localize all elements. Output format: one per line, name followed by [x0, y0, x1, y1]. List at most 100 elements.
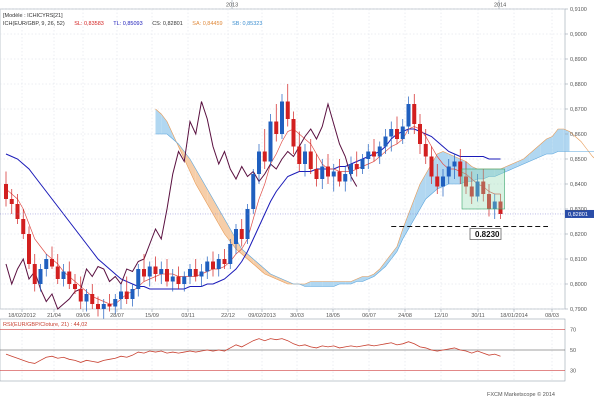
price-tag: 0,82801	[568, 212, 588, 218]
cloud-segment	[351, 279, 357, 284]
rsi-label: RSI(EUR/GBP/Cloture, 21) : 44,02	[3, 322, 87, 328]
rsi-indicator: 70 50 30	[0, 319, 576, 381]
header-sb: SB: 0,85323	[232, 21, 262, 27]
candle	[182, 271, 187, 292]
y-tick-label: 0,9000	[570, 32, 587, 38]
candle-body	[469, 186, 474, 197]
cloud-segment	[270, 274, 277, 279]
candle-body	[228, 244, 233, 264]
candle-body	[458, 161, 463, 177]
header-indicator: ICH(EUR/GBP, 9, 26, 52) SL: 0,83583 TL: …	[3, 21, 262, 27]
cloud-segment	[540, 139, 547, 157]
candle	[205, 256, 210, 279]
candle	[84, 289, 89, 312]
cloud-segment	[489, 169, 495, 177]
x-tick-label: 22/12	[221, 313, 235, 319]
candle-body	[124, 291, 129, 299]
x-tick-label: 06/07	[362, 313, 376, 319]
candle-body	[153, 266, 158, 274]
candle-body	[383, 136, 388, 147]
candle-body	[349, 164, 353, 174]
cloud-segment	[184, 151, 190, 172]
candle	[165, 259, 169, 287]
y-tick-label: 0,8000	[570, 282, 587, 288]
candle-body	[199, 271, 204, 277]
header-cs: CS: 0,82801	[152, 21, 183, 27]
candle	[251, 169, 256, 214]
x-tick-label: 18/01/2014	[500, 313, 528, 319]
candle-body	[406, 104, 411, 127]
y-tick-label: 0,8300	[570, 207, 587, 213]
candle-body	[245, 209, 250, 239]
candle-body	[136, 269, 141, 289]
cloud-segment	[190, 159, 196, 184]
cloud-segment	[167, 121, 173, 139]
candle-body	[423, 144, 428, 157]
cloud-segment	[333, 281, 340, 287]
candle	[354, 151, 359, 177]
cloud-segment	[414, 184, 420, 219]
candle-body	[73, 284, 77, 289]
y-tick-label: 0,9100	[570, 7, 587, 13]
cloud-segment	[483, 169, 489, 179]
rsi-level-label: 50	[570, 348, 576, 354]
candle	[147, 261, 152, 287]
candle-body	[452, 161, 457, 167]
x-tick-label: 12/10	[434, 313, 448, 319]
candle	[38, 264, 43, 292]
candle	[44, 254, 49, 277]
candle	[130, 284, 135, 307]
cloud-segment	[563, 129, 570, 152]
candle	[193, 259, 198, 282]
candle-body	[337, 171, 342, 182]
candle	[170, 269, 175, 292]
candle-body	[297, 146, 302, 164]
candle	[481, 169, 486, 202]
cloud-segment	[529, 149, 535, 162]
candle-body	[211, 261, 215, 269]
candle	[418, 114, 422, 154]
candle	[96, 296, 100, 317]
candle	[90, 284, 95, 309]
candle	[366, 144, 371, 169]
x-tick-label: 24/08	[398, 313, 412, 319]
y-tick-label: 0,8400	[570, 182, 587, 188]
overlays: 0,82801 0.8230	[0, 168, 594, 240]
candle-body	[308, 151, 313, 169]
candle	[423, 129, 428, 164]
cloud-segment	[259, 264, 265, 274]
cloud-segment	[362, 276, 369, 282]
candle-body	[257, 151, 261, 174]
candle-body	[354, 164, 359, 169]
candle	[303, 144, 307, 177]
candle-body	[446, 166, 451, 177]
candle	[245, 204, 250, 244]
candle	[274, 104, 279, 142]
y-tick-label: 0,8800	[570, 82, 587, 88]
candle	[199, 264, 204, 287]
candle	[320, 159, 325, 189]
candle	[4, 171, 8, 207]
cloud-segment	[207, 189, 213, 214]
header-ich: ICH(EUR/GBP, 9, 26, 52)	[3, 21, 65, 27]
y-tick-label: 0,8700	[570, 107, 587, 113]
candle-body	[481, 181, 486, 194]
candle	[395, 116, 399, 144]
candle	[377, 141, 382, 164]
candle-body	[101, 304, 106, 309]
y-tick-label: 0,8100	[570, 257, 587, 263]
candle-body	[193, 269, 198, 277]
year-label-2014: 2014	[494, 3, 506, 9]
candle	[216, 254, 221, 277]
candle-body	[377, 146, 382, 157]
cloud-segment	[345, 281, 351, 284]
cloud-segment	[477, 169, 484, 179]
year-label-2013: 2013	[226, 3, 238, 9]
candle	[429, 146, 434, 184]
candle-body	[38, 269, 43, 284]
candle-body	[142, 269, 146, 277]
candle	[400, 119, 405, 144]
candle-body	[487, 194, 491, 209]
candle-body	[107, 304, 112, 307]
